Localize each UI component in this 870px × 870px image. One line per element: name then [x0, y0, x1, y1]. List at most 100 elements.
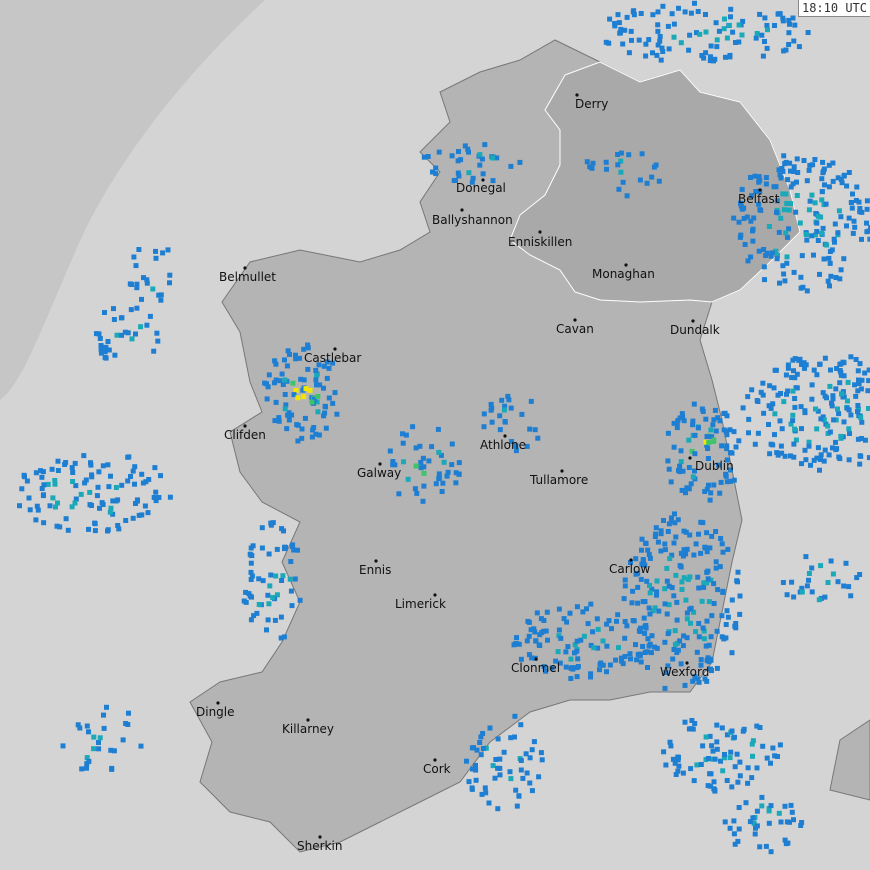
- radar-echo: [158, 297, 164, 303]
- radar-echo: [267, 583, 273, 589]
- city-label: Limerick: [395, 597, 446, 611]
- radar-echo: [714, 746, 720, 752]
- radar-echo: [449, 462, 455, 468]
- radar-echo: [295, 422, 301, 428]
- radar-echo: [533, 638, 539, 644]
- radar-echo: [421, 470, 427, 476]
- radar-echo: [864, 206, 870, 212]
- radar-echo: [284, 426, 290, 432]
- radar-echo: [311, 425, 317, 430]
- radar-echo: [723, 54, 728, 60]
- radar-echo: [486, 800, 492, 806]
- radar-echo: [259, 545, 265, 551]
- radar-echo: [35, 507, 41, 513]
- radar-echo: [781, 399, 787, 405]
- city-label: Enniskillen: [508, 235, 572, 249]
- radar-echo: [686, 437, 692, 443]
- radar-echo: [453, 470, 459, 476]
- radar-echo: [400, 440, 406, 446]
- radar-echo: [794, 179, 799, 185]
- radar-echo: [724, 413, 730, 419]
- radar-echo: [712, 56, 718, 62]
- radar-echo: [644, 649, 650, 655]
- radar-echo: [806, 571, 812, 576]
- radar-echo: [248, 617, 254, 623]
- radar-echo: [724, 778, 730, 783]
- radar-echo: [628, 656, 633, 662]
- radar-echo: [806, 577, 811, 583]
- radar-echo: [774, 209, 779, 215]
- radar-echo: [299, 426, 305, 432]
- radar-echo: [495, 806, 501, 812]
- radar-echo: [125, 722, 131, 727]
- radar-echo: [809, 565, 815, 571]
- radar-echo: [745, 780, 751, 786]
- radar-echo: [804, 178, 810, 184]
- radar-echo: [667, 739, 673, 745]
- radar-echo: [574, 665, 580, 671]
- radar-echo: [621, 596, 627, 602]
- radar-echo: [850, 230, 856, 236]
- radar-echo: [798, 285, 804, 291]
- radar-echo: [279, 578, 285, 583]
- radar-echo: [713, 559, 719, 565]
- radar-echo: [830, 393, 836, 399]
- radar-echo: [456, 471, 462, 477]
- radar-echo: [321, 413, 327, 419]
- radar-echo: [729, 728, 735, 734]
- radar-echo: [279, 371, 285, 377]
- radar-echo: [57, 524, 63, 530]
- radar-echo: [607, 16, 613, 22]
- radar-echo: [831, 236, 837, 242]
- radar-echo: [33, 517, 39, 523]
- radar-echo: [724, 35, 730, 41]
- radar-echo: [804, 583, 810, 589]
- radar-echo: [502, 403, 508, 409]
- radar-echo: [834, 366, 840, 371]
- radar-echo: [757, 844, 763, 850]
- radar-echo: [477, 740, 483, 745]
- radar-echo: [639, 547, 644, 553]
- radar-echo: [110, 498, 116, 504]
- radar-echo: [309, 434, 315, 440]
- radar-echo: [865, 388, 870, 394]
- radar-echo: [752, 441, 758, 447]
- radar-echo: [735, 838, 741, 844]
- radar-echo: [767, 383, 773, 389]
- radar-echo: [464, 758, 469, 764]
- radar-echo: [779, 426, 785, 432]
- radar-echo: [833, 447, 839, 453]
- radar-echo: [682, 719, 688, 725]
- radar-echo: [528, 627, 534, 633]
- radar-echo: [622, 577, 628, 583]
- radar-echo: [718, 758, 723, 764]
- radar-echo: [128, 474, 133, 479]
- radar-echo: [466, 149, 471, 155]
- radar-echo: [132, 481, 137, 487]
- radar-echo: [305, 342, 311, 348]
- radar-echo: [297, 355, 302, 361]
- radar-echo: [815, 408, 821, 414]
- radar-echo: [692, 721, 698, 726]
- radar-echo: [858, 414, 864, 420]
- radar-echo: [24, 478, 30, 484]
- radar-echo: [780, 18, 786, 24]
- radar-echo: [801, 158, 807, 163]
- radar-echo: [473, 777, 479, 783]
- radar-echo: [539, 757, 545, 763]
- city-label: Dundalk: [670, 323, 720, 337]
- radar-echo: [693, 629, 699, 635]
- radar-echo: [689, 448, 695, 454]
- radar-echo: [724, 446, 730, 452]
- radar-echo: [705, 456, 711, 461]
- radar-echo: [506, 397, 512, 403]
- radar-echo: [92, 528, 98, 534]
- radar-echo: [642, 624, 648, 630]
- radar-echo: [675, 517, 681, 523]
- radar-echo: [155, 338, 161, 344]
- radar-echo: [754, 808, 760, 814]
- radar-echo: [654, 578, 660, 584]
- radar-echo: [276, 418, 282, 424]
- radar-echo: [45, 481, 51, 487]
